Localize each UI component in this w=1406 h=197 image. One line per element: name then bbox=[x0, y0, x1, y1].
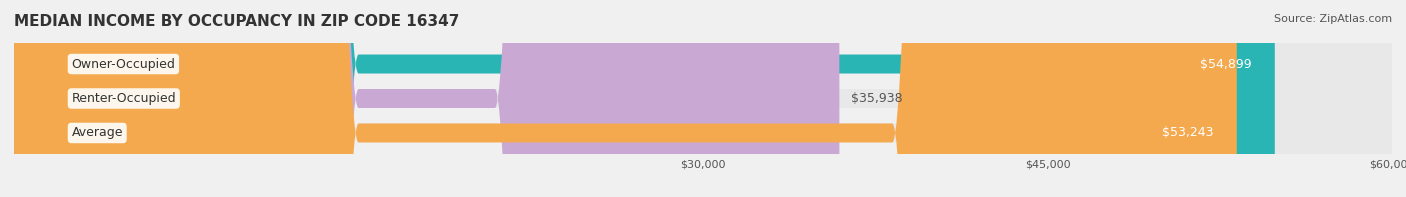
Text: Source: ZipAtlas.com: Source: ZipAtlas.com bbox=[1274, 14, 1392, 24]
Text: $54,899: $54,899 bbox=[1201, 58, 1251, 71]
FancyBboxPatch shape bbox=[14, 0, 1237, 197]
Text: Average: Average bbox=[72, 126, 122, 139]
FancyBboxPatch shape bbox=[14, 0, 1392, 197]
Text: $35,938: $35,938 bbox=[851, 92, 903, 105]
Text: Owner-Occupied: Owner-Occupied bbox=[72, 58, 176, 71]
Text: Renter-Occupied: Renter-Occupied bbox=[72, 92, 176, 105]
Text: MEDIAN INCOME BY OCCUPANCY IN ZIP CODE 16347: MEDIAN INCOME BY OCCUPANCY IN ZIP CODE 1… bbox=[14, 14, 460, 29]
FancyBboxPatch shape bbox=[14, 0, 1392, 197]
FancyBboxPatch shape bbox=[14, 0, 839, 197]
Text: $53,243: $53,243 bbox=[1163, 126, 1213, 139]
FancyBboxPatch shape bbox=[14, 0, 1392, 197]
FancyBboxPatch shape bbox=[14, 0, 1275, 197]
